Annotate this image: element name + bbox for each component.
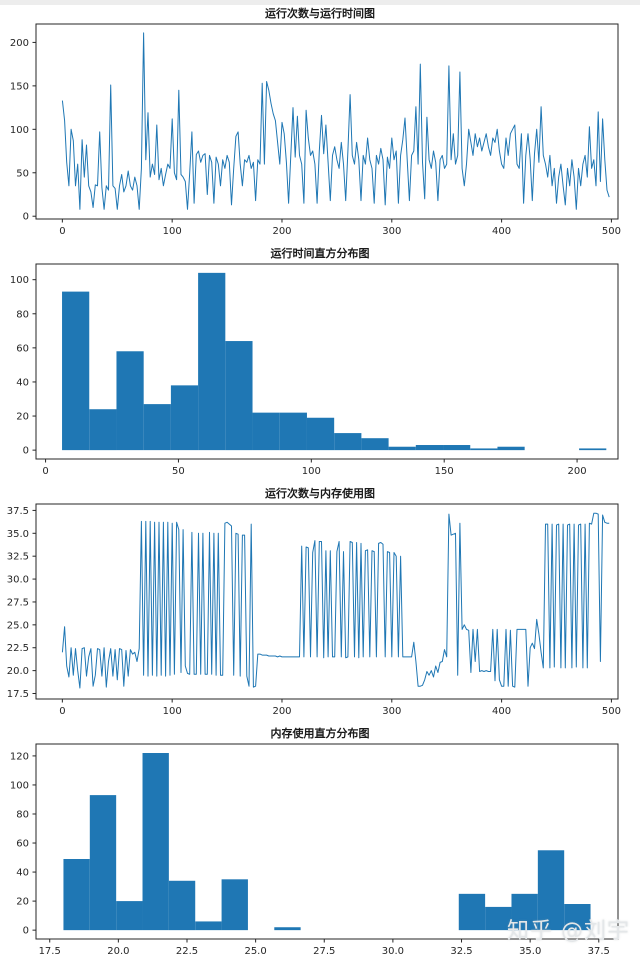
svg-text:200: 200 <box>10 38 29 49</box>
svg-text:0: 0 <box>59 706 65 717</box>
svg-text:50: 50 <box>172 466 185 477</box>
runtime-histogram-title: 运行时间直方分布图 <box>270 247 370 260</box>
memory-line-plot: 0 100 200 300 400 500 17.5 20.0 22.5 25.0 27.5 30.0… <box>7 503 621 717</box>
svg-text:37.5: 37.5 <box>7 506 29 517</box>
svg-text:200: 200 <box>272 226 291 237</box>
chart-section-memory-histogram: 内存使用直方分布图 17.5 20.0 22.5 25.0 27.5 30.0 32.5 35… <box>0 720 640 963</box>
svg-text:80: 80 <box>16 810 29 821</box>
svg-text:80: 80 <box>16 309 29 320</box>
svg-text:30.0: 30.0 <box>7 575 29 586</box>
svg-text:500: 500 <box>602 226 621 237</box>
svg-text:35.0: 35.0 <box>7 529 29 540</box>
chart-section-runtime-histogram: 运行时间直方分布图 0 50 100 150 200 0 20 40 60 80 100 <box>0 240 640 480</box>
svg-text:0: 0 <box>42 466 48 477</box>
svg-text:200: 200 <box>272 706 291 717</box>
svg-text:120: 120 <box>10 751 29 762</box>
svg-text:100: 100 <box>10 275 29 286</box>
memory-histogram-title: 内存使用直方分布图 <box>270 727 370 740</box>
svg-text:400: 400 <box>492 706 511 717</box>
chart-section-runtime-line: 运行次数与运行时间图 0 100 200 300 400 500 0 50 100 150 200 <box>0 0 640 240</box>
svg-text:200: 200 <box>568 466 587 477</box>
svg-text:300: 300 <box>382 226 401 237</box>
svg-text:35.0: 35.0 <box>519 946 541 957</box>
svg-text:22.5: 22.5 <box>7 643 29 654</box>
svg-text:27.5: 27.5 <box>313 946 335 957</box>
runtime-line-title: 运行次数与运行时间图 <box>265 7 375 20</box>
svg-text:0: 0 <box>23 446 29 457</box>
svg-text:400: 400 <box>492 226 511 237</box>
svg-text:27.5: 27.5 <box>7 598 29 609</box>
svg-text:17.5: 17.5 <box>7 689 29 700</box>
svg-text:0: 0 <box>23 212 29 223</box>
svg-text:20: 20 <box>16 412 29 423</box>
svg-text:100: 100 <box>302 466 321 477</box>
svg-text:32.5: 32.5 <box>7 552 29 563</box>
svg-text:0: 0 <box>23 926 29 937</box>
chart-section-memory-line: 运行次数与内存使用图 0 100 200 300 400 500 17.5 20.0 22.5 2… <box>0 480 640 720</box>
page-top-strip <box>0 0 640 5</box>
memory-line-title: 运行次数与内存使用图 <box>265 487 375 500</box>
svg-text:40: 40 <box>16 868 29 879</box>
svg-text:100: 100 <box>163 706 182 717</box>
svg-text:0: 0 <box>59 226 65 237</box>
svg-text:40: 40 <box>16 378 29 389</box>
svg-text:25.0: 25.0 <box>244 946 266 957</box>
svg-text:20.0: 20.0 <box>7 666 29 677</box>
svg-text:30.0: 30.0 <box>382 946 404 957</box>
svg-text:60: 60 <box>16 839 29 850</box>
svg-text:300: 300 <box>382 706 401 717</box>
svg-text:32.5: 32.5 <box>450 946 472 957</box>
svg-text:37.5: 37.5 <box>588 946 610 957</box>
svg-text:100: 100 <box>10 780 29 791</box>
svg-text:20.0: 20.0 <box>107 946 129 957</box>
runtime-line-plot: 0 100 200 300 400 500 0 50 100 150 200 <box>10 23 621 237</box>
memory-histogram-plot: 17.5 20.0 22.5 25.0 27.5 30.0 32.5 35.0 37.5 0 20 4… <box>10 743 619 957</box>
runtime-histogram-plot: 0 50 100 150 200 0 20 40 60 80 100 <box>10 263 619 477</box>
svg-text:22.5: 22.5 <box>176 946 198 957</box>
svg-text:17.5: 17.5 <box>39 946 61 957</box>
svg-text:100: 100 <box>10 125 29 136</box>
svg-text:50: 50 <box>16 168 29 179</box>
svg-text:60: 60 <box>16 343 29 354</box>
svg-text:500: 500 <box>602 706 621 717</box>
svg-text:150: 150 <box>10 81 29 92</box>
svg-text:150: 150 <box>435 466 454 477</box>
svg-text:20: 20 <box>16 897 29 908</box>
svg-text:100: 100 <box>163 226 182 237</box>
svg-text:25.0: 25.0 <box>7 620 29 631</box>
watermark: 知乎 @刘宇 <box>507 919 630 944</box>
